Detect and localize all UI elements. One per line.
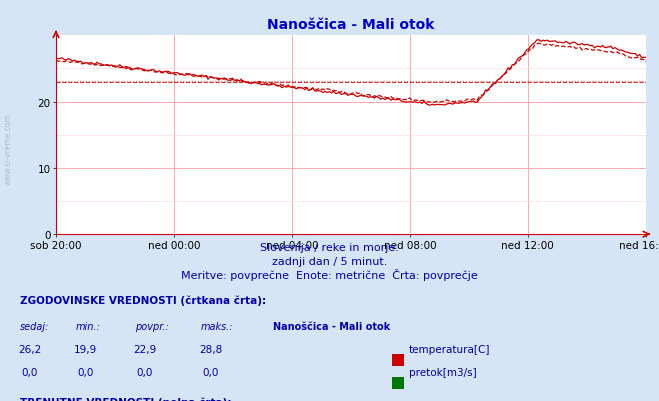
Text: ZGODOVINSKE VREDNOSTI (črtkana črta):: ZGODOVINSKE VREDNOSTI (črtkana črta):	[20, 295, 266, 305]
Text: Meritve: povprečne  Enote: metrične  Črta: povprečje: Meritve: povprečne Enote: metrične Črta:…	[181, 269, 478, 281]
Text: 0,0: 0,0	[137, 367, 153, 377]
Text: 28,8: 28,8	[199, 344, 223, 354]
Text: 26,2: 26,2	[18, 344, 42, 354]
Text: 0,0: 0,0	[78, 367, 94, 377]
Text: temperatura[C]: temperatura[C]	[409, 344, 490, 354]
Text: 22,9: 22,9	[133, 344, 157, 354]
Text: www.si-vreme.com: www.si-vreme.com	[4, 113, 13, 184]
Text: pretok[m3/s]: pretok[m3/s]	[409, 367, 476, 377]
Text: 0,0: 0,0	[22, 367, 38, 377]
Text: povpr.:: povpr.:	[135, 321, 169, 331]
Text: maks.:: maks.:	[201, 321, 234, 331]
Title: Nanoščica - Mali otok: Nanoščica - Mali otok	[268, 18, 434, 32]
Text: 0,0: 0,0	[203, 367, 219, 377]
Text: sedaj:: sedaj:	[20, 321, 49, 331]
Text: Slovenija / reke in morje.: Slovenija / reke in morje.	[260, 243, 399, 253]
Text: zadnji dan / 5 minut.: zadnji dan / 5 minut.	[272, 257, 387, 267]
Text: min.:: min.:	[76, 321, 101, 331]
Text: 19,9: 19,9	[74, 344, 98, 354]
Text: Nanoščica - Mali otok: Nanoščica - Mali otok	[273, 321, 391, 331]
Text: TRENUTNE VREDNOSTI (polna črta):: TRENUTNE VREDNOSTI (polna črta):	[20, 396, 231, 401]
